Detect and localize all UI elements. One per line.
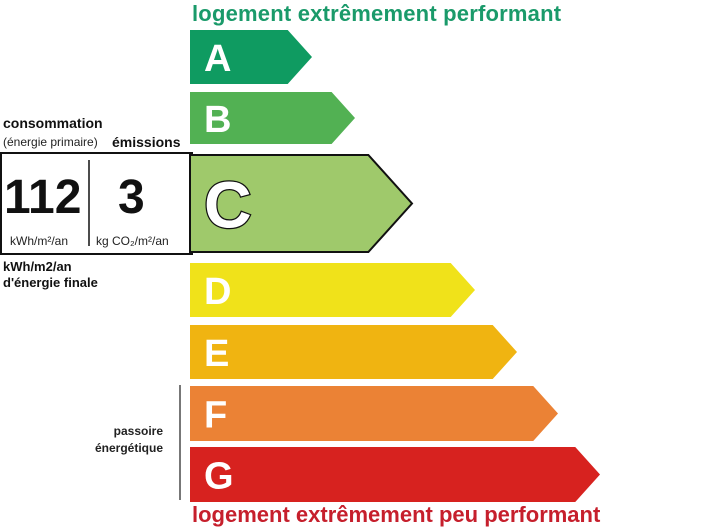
emissions-value: 3 [118, 171, 145, 224]
footer-text: logement extrêmement peu performant [192, 502, 601, 527]
class-letter-a: A [204, 38, 231, 80]
header-text: logement extrêmement performant [192, 1, 562, 26]
final-energy-unit: kWh/m2/an [3, 259, 72, 274]
emissions-unit: kg CO₂/m²/an [96, 234, 169, 248]
class-letter-c: C [204, 168, 252, 242]
class-bar-e [190, 325, 517, 379]
class-letter-f: F [204, 395, 227, 437]
final-energy-label: d'énergie finale [3, 275, 98, 290]
passoire-line1: passoire [113, 424, 163, 438]
class-bar-a [190, 30, 312, 84]
class-bar-c [189, 154, 414, 253]
class-bar-b [190, 92, 355, 144]
consumption-unit: kWh/m²/an [10, 234, 69, 248]
class-bar-d [190, 263, 475, 317]
class-letter-d: D [204, 271, 231, 313]
consumption-subtitle: (énergie primaire) [3, 135, 98, 149]
class-bar-g [190, 447, 600, 502]
emissions-title: émissions [112, 134, 181, 150]
class-letter-e: E [204, 333, 229, 375]
passoire-line2: énergétique [94, 441, 163, 455]
class-letter-g: G [204, 456, 234, 498]
consumption-title: consommation [3, 115, 103, 131]
consumption-value: 112 [4, 171, 82, 224]
class-letter-b: B [204, 99, 231, 141]
class-bar-f [190, 386, 558, 441]
